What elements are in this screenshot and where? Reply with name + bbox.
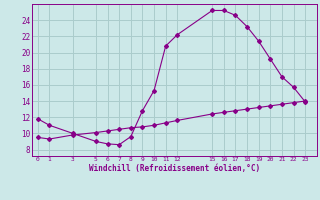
X-axis label: Windchill (Refroidissement éolien,°C): Windchill (Refroidissement éolien,°C) — [89, 164, 260, 173]
